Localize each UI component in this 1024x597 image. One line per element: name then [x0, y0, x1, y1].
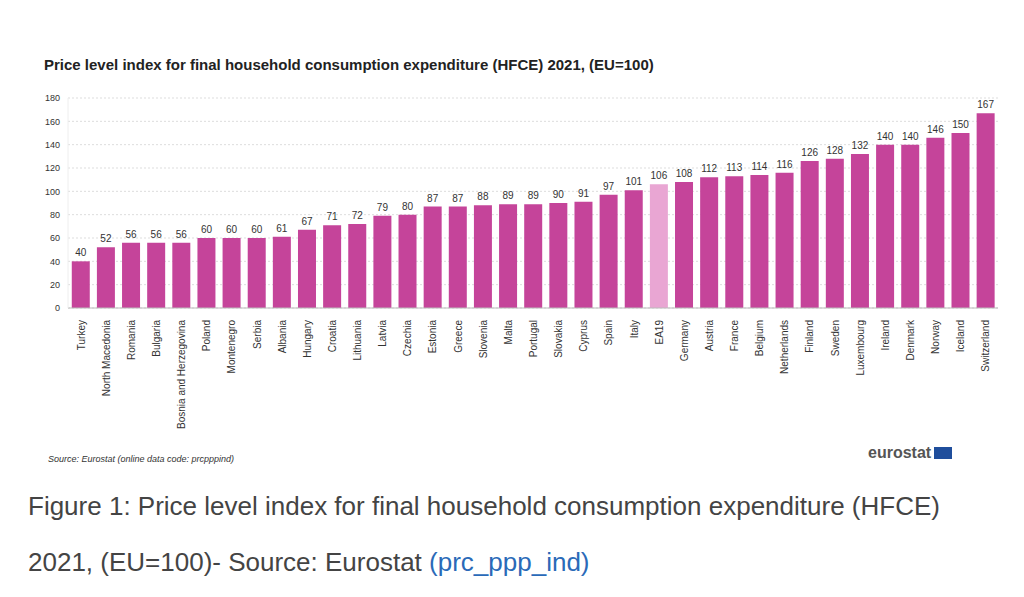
- svg-text:Hungary: Hungary: [302, 320, 313, 358]
- svg-text:140: 140: [45, 140, 60, 150]
- svg-text:56: 56: [151, 229, 163, 240]
- svg-text:France: France: [729, 320, 740, 352]
- svg-text:Austria: Austria: [704, 320, 715, 352]
- svg-text:146: 146: [927, 124, 944, 135]
- svg-text:87: 87: [452, 193, 464, 204]
- svg-text:Greece: Greece: [453, 320, 464, 353]
- svg-text:Portugal: Portugal: [528, 320, 539, 357]
- svg-text:Luxembourg: Luxembourg: [855, 320, 866, 376]
- svg-text:40: 40: [50, 257, 60, 267]
- svg-text:80: 80: [402, 201, 414, 212]
- svg-text:Czechia: Czechia: [402, 320, 413, 357]
- svg-text:79: 79: [377, 202, 389, 213]
- svg-text:Montenegro: Montenegro: [226, 320, 237, 374]
- svg-text:160: 160: [45, 117, 60, 127]
- svg-text:Slovenia: Slovenia: [478, 320, 489, 359]
- svg-text:Denmark: Denmark: [905, 319, 916, 361]
- svg-text:120: 120: [45, 163, 60, 173]
- svg-text:Sweden: Sweden: [830, 320, 841, 356]
- svg-text:101: 101: [625, 176, 642, 187]
- svg-text:100: 100: [45, 187, 60, 197]
- svg-text:Slovakia: Slovakia: [553, 320, 564, 358]
- svg-text:52: 52: [100, 233, 112, 244]
- svg-text:40: 40: [75, 247, 87, 258]
- svg-text:140: 140: [902, 131, 919, 142]
- svg-text:Latvia: Latvia: [377, 320, 388, 347]
- svg-text:Cyprus: Cyprus: [578, 320, 589, 352]
- svg-text:72: 72: [352, 210, 364, 221]
- svg-text:Belgium: Belgium: [754, 320, 765, 356]
- svg-text:150: 150: [952, 119, 969, 130]
- svg-text:87: 87: [427, 193, 439, 204]
- svg-text:108: 108: [676, 168, 693, 179]
- svg-text:113: 113: [726, 162, 742, 173]
- svg-text:Bulgaria: Bulgaria: [151, 320, 162, 357]
- svg-text:Finland: Finland: [804, 320, 815, 353]
- svg-text:180: 180: [45, 93, 60, 103]
- svg-text:132: 132: [852, 140, 869, 151]
- svg-text:Italy: Italy: [629, 320, 640, 338]
- html-text:Price level index for final ho: Price level index for final household co…: [44, 56, 654, 73]
- svg-text:Bosnia and Herzegovina: Bosnia and Herzegovina: [176, 320, 187, 429]
- svg-text:140: 140: [877, 131, 894, 142]
- svg-text:80: 80: [50, 210, 60, 220]
- svg-text:Germany: Germany: [679, 320, 690, 361]
- svg-text:167: 167: [977, 99, 994, 110]
- svg-text:Albania: Albania: [277, 320, 288, 354]
- svg-text:Estonia: Estonia: [427, 320, 438, 354]
- svg-text:56: 56: [125, 229, 137, 240]
- svg-text:20: 20: [50, 280, 60, 290]
- svg-text:Lithuania: Lithuania: [352, 320, 363, 361]
- svg-text:114: 114: [751, 161, 767, 172]
- svg-text:Romania: Romania: [126, 320, 137, 360]
- svg-text:112: 112: [701, 163, 717, 174]
- svg-text:128: 128: [826, 145, 843, 156]
- svg-text:126: 126: [801, 147, 818, 158]
- svg-text:Spain: Spain: [603, 320, 614, 346]
- svg-text:91: 91: [578, 188, 590, 199]
- svg-text:61: 61: [276, 223, 288, 234]
- svg-text:56: 56: [176, 229, 188, 240]
- svg-text:60: 60: [201, 224, 213, 235]
- svg-text:60: 60: [50, 233, 60, 243]
- svg-text:Norway: Norway: [930, 320, 941, 354]
- svg-text:Ireland: Ireland: [880, 320, 891, 351]
- svg-text:97: 97: [603, 181, 615, 192]
- svg-text:106: 106: [651, 170, 668, 181]
- svg-text:0: 0: [55, 303, 60, 313]
- svg-text:67: 67: [301, 216, 313, 227]
- svg-text:89: 89: [528, 190, 540, 201]
- svg-text:North Macedonia: North Macedonia: [101, 320, 112, 397]
- svg-text:88: 88: [477, 191, 489, 202]
- svg-text:Malta: Malta: [503, 320, 514, 345]
- svg-text:116: 116: [777, 159, 793, 170]
- svg-text:89: 89: [503, 190, 515, 201]
- svg-text:Netherlands: Netherlands: [779, 320, 790, 374]
- svg-text:60: 60: [226, 224, 238, 235]
- svg-text:90: 90: [553, 189, 565, 200]
- html-text:eurostat: eurostat: [868, 444, 932, 461]
- html-text:Figure 1: Price level index fo: Figure 1: Price level index for final ho…: [28, 491, 940, 577]
- svg-text:Turkey: Turkey: [76, 320, 87, 350]
- svg-text:71: 71: [327, 211, 339, 222]
- svg-text:Croatia: Croatia: [327, 320, 338, 353]
- svg-text:Serbia: Serbia: [252, 320, 263, 349]
- svg-text:Switzerland: Switzerland: [980, 320, 991, 372]
- svg-text:EA19: EA19: [654, 320, 665, 345]
- svg-text:Iceland: Iceland: [955, 320, 966, 352]
- svg-text:60: 60: [251, 224, 263, 235]
- svg-text:Poland: Poland: [201, 320, 212, 351]
- html-text:Source: Eurostat (online data: Source: Eurostat (online data code: prcp…: [48, 454, 235, 464]
